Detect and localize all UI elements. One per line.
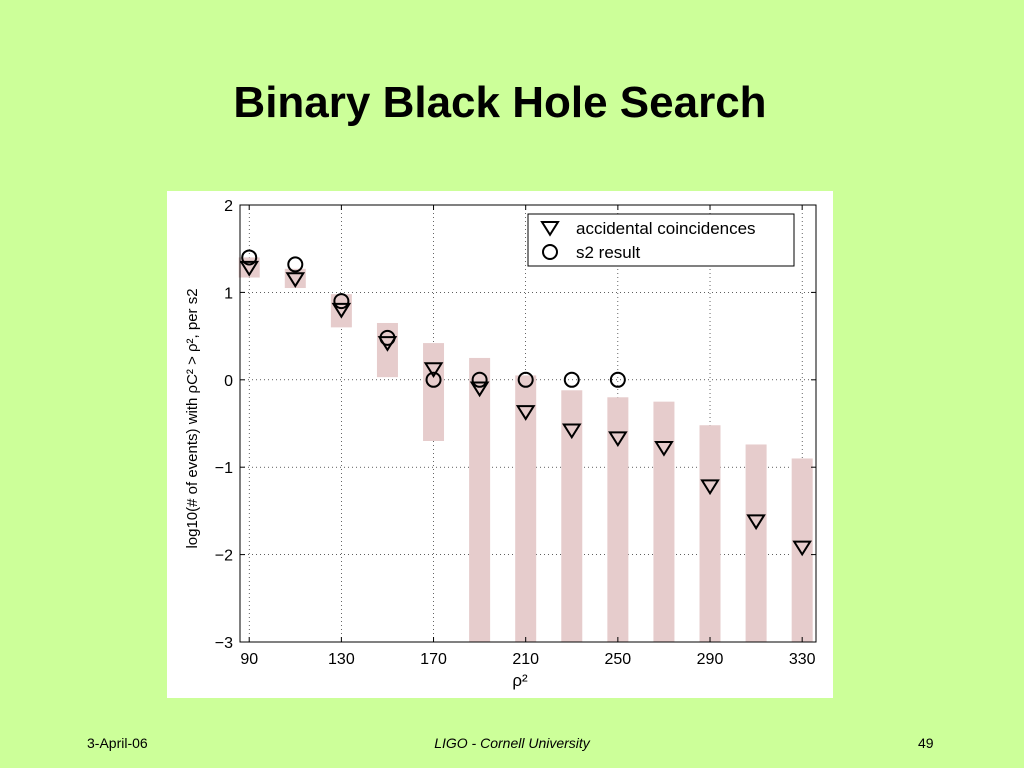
y-tick-label: 1 bbox=[224, 285, 233, 302]
error-band bbox=[791, 458, 813, 642]
error-band bbox=[745, 444, 767, 642]
legend-circle-icon bbox=[542, 244, 558, 260]
circle-marker bbox=[517, 371, 534, 388]
triangle-marker bbox=[561, 423, 582, 440]
error-band bbox=[515, 375, 537, 642]
legend-triangle-icon bbox=[540, 221, 560, 237]
x-tick-label: 330 bbox=[789, 651, 816, 668]
triangle-marker bbox=[285, 272, 306, 288]
triangle-marker bbox=[746, 514, 766, 531]
y-tick-label: 0 bbox=[224, 373, 233, 390]
circle-marker bbox=[333, 293, 350, 310]
error-band bbox=[607, 397, 629, 642]
triangle-marker bbox=[331, 302, 352, 319]
error-band bbox=[699, 425, 721, 642]
legend-label: s2 result bbox=[576, 243, 641, 262]
triangle-marker bbox=[654, 440, 674, 457]
page-number: 49 bbox=[918, 735, 934, 751]
error-band bbox=[469, 357, 491, 642]
y-tick-label: −1 bbox=[215, 460, 233, 477]
x-tick-label: 250 bbox=[605, 651, 632, 668]
footer-center-text: LIGO - Cornell University bbox=[434, 735, 590, 751]
chart-figure: 90 130 170 210 250 290 330 −3 −2 −1 0 1 2 ρ² log10(# o… bbox=[167, 191, 833, 698]
circle-marker bbox=[563, 371, 580, 388]
x-tick-label: 210 bbox=[512, 651, 539, 668]
y-tick-label: −2 bbox=[215, 548, 233, 565]
x-tick-label: 130 bbox=[328, 651, 355, 668]
circle-marker bbox=[241, 249, 258, 266]
circle-marker bbox=[609, 371, 626, 388]
error-band bbox=[561, 390, 583, 642]
triangle-marker bbox=[469, 381, 490, 398]
triangle-marker bbox=[792, 540, 812, 557]
triangle-marker bbox=[608, 431, 628, 448]
slide-title: Binary Black Hole Search bbox=[233, 78, 767, 127]
x-axis-label: ρ² bbox=[512, 671, 528, 690]
x-tick-label: 290 bbox=[697, 651, 724, 668]
x-tick-label: 170 bbox=[420, 651, 447, 668]
chart-svg: 90 130 170 210 250 290 330 −3 −2 −1 0 1 2 ρ² log10(# o… bbox=[184, 198, 817, 690]
error-band bbox=[423, 343, 445, 441]
y-tick-label: 2 bbox=[224, 198, 233, 215]
footer-date: 3-April-06 bbox=[87, 735, 148, 751]
circle-marker bbox=[425, 371, 442, 388]
legend-label: accidental coincidences bbox=[576, 219, 756, 238]
triangle-marker bbox=[515, 405, 536, 421]
error-band bbox=[653, 401, 675, 642]
triangle-marker bbox=[239, 260, 260, 277]
error-band bbox=[330, 294, 352, 328]
plot-frame bbox=[239, 204, 817, 643]
legend-box bbox=[527, 213, 795, 267]
y-tick-label: −3 bbox=[215, 635, 233, 652]
circle-marker bbox=[379, 329, 396, 346]
triangle-marker bbox=[423, 362, 444, 378]
x-tick-label: 90 bbox=[240, 651, 258, 668]
y-axis-label: log10(# of events) with ρC² > ρ², per s2 bbox=[184, 288, 201, 548]
triangle-marker bbox=[700, 479, 720, 496]
circle-marker bbox=[471, 371, 488, 388]
circle-marker bbox=[287, 256, 304, 273]
